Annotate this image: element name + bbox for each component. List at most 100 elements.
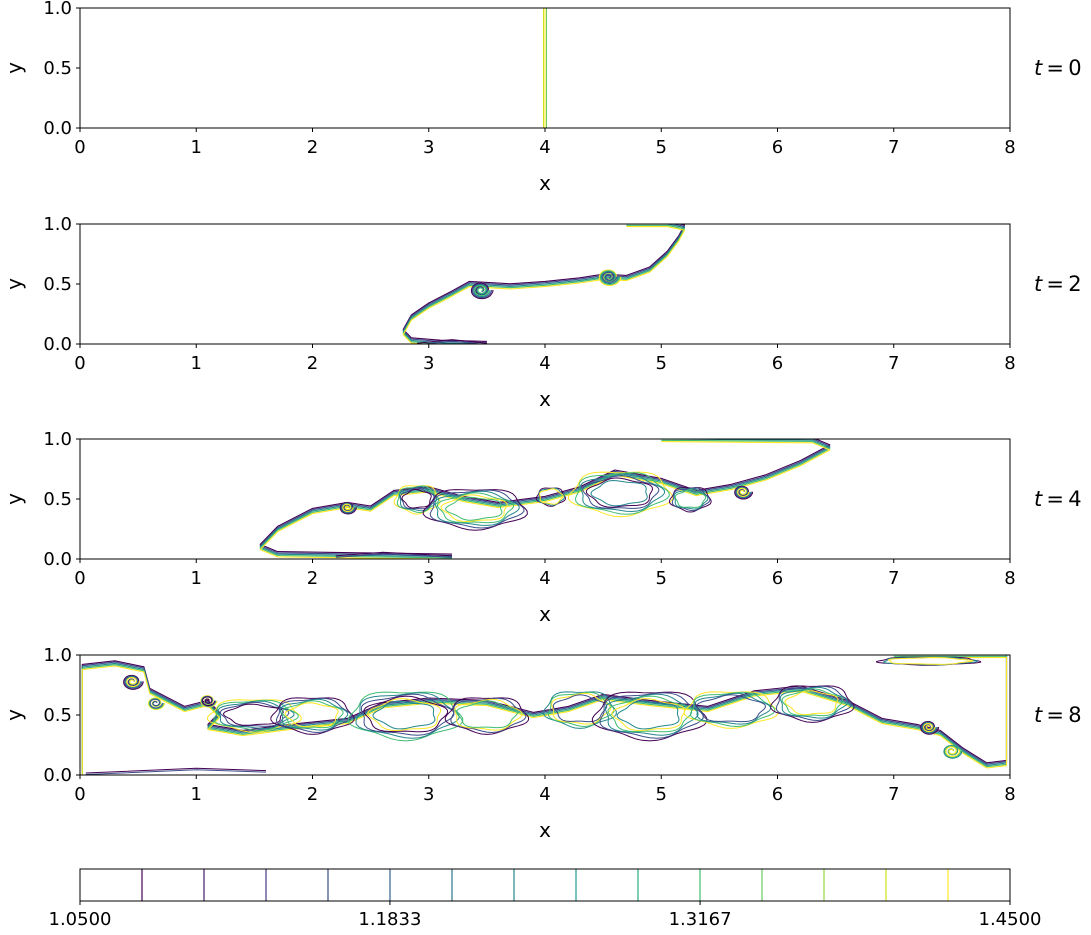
time-label: t = 8 [1034,703,1082,727]
vortex-blob [689,691,776,728]
vortex-blob [347,691,464,742]
x-tick-label: 5 [656,568,667,589]
x-tick-label: 6 [772,353,783,374]
y-tick-label: 0.5 [43,58,72,79]
x-tick-label: 1 [191,784,202,805]
x-tick-label: 1 [191,353,202,374]
vortex-blob [429,489,525,529]
x-tick-label: 6 [772,137,783,158]
y-tick-label: 0.0 [43,118,72,139]
vortex-blob [591,691,708,742]
contour-line [259,439,831,559]
vortex-blob [547,691,615,728]
x-tick-label: 7 [888,137,899,158]
vortex-blob [355,692,460,739]
y-axis-label: y [2,278,26,290]
vortex-blob [396,485,440,514]
panel-3: 0 1 2 3 4 5 6 7 8 0.0 0.5 1.0 x y t = 8 [2,645,1082,842]
vortex-blob [579,473,666,513]
contour-line [81,655,1008,773]
x-tick-label: 4 [539,568,550,589]
contour-lines [259,439,831,559]
vortex-blob [219,701,290,727]
x-axis-label: x [539,387,551,411]
vortex-blob [450,697,527,734]
vortex-blob [551,692,612,725]
panel-0: 0 1 2 3 4 5 6 7 8 0.0 0.5 1.0 x y t = 0 [2,0,1082,195]
vortex-spiral [945,746,961,757]
x-tick-label: 3 [423,784,434,805]
y-tick-label: 0.0 [43,765,72,786]
vortex-spiral [737,487,750,497]
x-tick-label: 2 [307,784,318,805]
x-tick-label: 1 [191,568,202,589]
vortex-blob [683,691,779,729]
contour-line [81,655,1008,775]
colorbar-tick-label: 1.3167 [669,909,732,930]
boundary-layer [335,551,453,557]
boundary-layer [335,553,453,558]
vortex-spiral [474,285,490,297]
vortex-blob [456,700,519,729]
colorbar: 1.0500 1.1833 1.3167 1.4500 [49,868,1042,930]
vortex-blob [781,688,844,717]
x-tick-label: 8 [1004,137,1015,158]
vortex-blob [674,488,707,508]
vortex-blob [696,694,766,723]
x-tick-label: 7 [888,568,899,589]
vortex-blob [673,488,709,510]
vortex-blob [599,692,704,739]
vortex-blob [275,697,353,734]
vortex-blob [440,494,508,523]
y-axis-label: y [2,493,26,505]
y-tick-label: 0.0 [43,334,72,355]
vortex-blob [784,690,839,716]
time-value: = 0 [1042,56,1081,80]
y-tick-label: 0.5 [43,274,72,295]
vortex-spiral [923,722,936,733]
vortex-blob [436,492,515,524]
colorbar-tick-label: 1.4500 [979,909,1042,930]
contour-lines [81,655,1008,775]
vortex-blob [222,703,284,726]
vortex-blob [363,695,449,733]
time-label: t = 0 [1034,56,1082,80]
y-tick-label: 1.0 [43,214,72,235]
boundary-layer [85,767,267,774]
vortex-blob [543,691,617,729]
vortex-blob [611,698,686,732]
x-tick-label: 8 [1004,784,1015,805]
contour-line [402,226,686,344]
x-tick-label: 2 [307,137,318,158]
x-tick-label: 2 [307,568,318,589]
vortex-blob [574,472,670,515]
contour-line [81,655,1008,774]
vortex-blob [775,685,852,722]
panel-2: 0 1 2 3 4 5 6 7 8 0.0 0.5 1.0 x y t = 4 [2,429,1082,626]
x-tick-label: 3 [423,137,434,158]
x-tick-label: 0 [74,568,85,589]
boundary-layer [85,769,267,775]
vortex-blob [539,488,564,505]
vortex-blob [360,693,455,736]
vortex-blob [444,697,529,735]
colorbar-frame [79,868,1011,902]
contour-line [81,655,1008,775]
vortex-blob [605,693,699,736]
y-tick-label: 1.0 [43,0,72,19]
x-tick-label: 4 [539,784,550,805]
boundary-layer [417,339,487,344]
y-tick-label: 0.5 [43,705,72,726]
x-tick-label: 8 [1004,568,1015,589]
time-var: t [1034,56,1043,80]
vortex-blob [217,700,295,730]
y-tick-label: 0.0 [43,549,72,570]
panels: 0 1 2 3 4 5 6 7 8 0.0 0.5 1.0 x y t = 0 0 1 2 3 4 5 6 7 8 0.0 0.5… [2,0,1082,842]
x-tick-label: 7 [888,353,899,374]
contour-line [402,224,686,344]
contour-line [402,224,686,342]
vortex-blob [213,699,299,732]
vortex-blob [434,490,520,526]
vortex-blob [284,702,339,728]
